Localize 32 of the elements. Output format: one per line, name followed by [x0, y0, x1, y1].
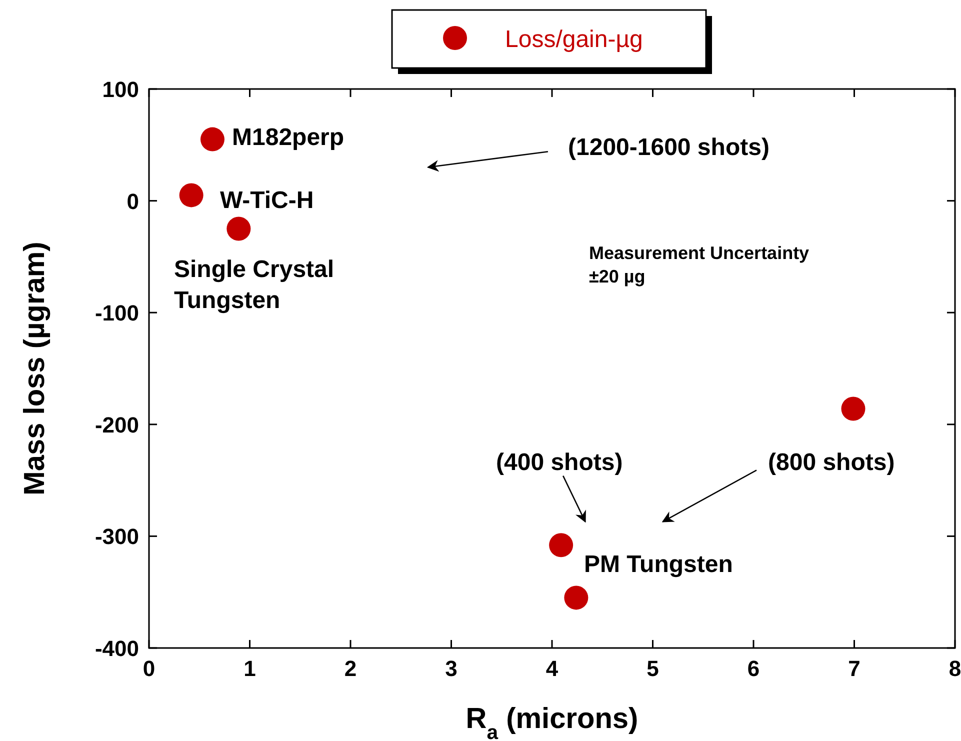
annotation: Single Crystal Tungsten — [174, 256, 334, 314]
point — [179, 183, 204, 208]
point — [841, 396, 866, 421]
y-tick-label: -400 — [94, 636, 139, 661]
annotation: (1200-1600 shots) — [568, 134, 770, 161]
x-tick-label: 7 — [848, 656, 860, 681]
y-axis-title: Mass loss (µgram) — [19, 242, 51, 496]
x-tick-label: 0 — [142, 656, 156, 681]
point — [549, 533, 574, 558]
annotation: (800 shots) — [768, 449, 895, 476]
point — [564, 586, 588, 610]
annotation: (400 shots) — [496, 449, 623, 476]
x-tick-label: 6 — [747, 656, 760, 681]
y-tick-label: 100 — [102, 77, 139, 102]
annotation: M182perp — [232, 124, 344, 151]
x-tick-label: 8 — [948, 656, 961, 681]
point — [226, 216, 251, 241]
x-tick-label: 2 — [344, 656, 357, 681]
x-tick-label: 3 — [445, 656, 458, 681]
y-tick-label: 0 — [126, 188, 139, 214]
legend-label: Loss/gain-µg — [505, 26, 643, 53]
point — [200, 127, 224, 152]
x-tick-label: 1 — [244, 656, 256, 681]
annotation: Measurement Uncertainty ±20 µg — [589, 243, 810, 286]
y-tick-label: -100 — [94, 300, 139, 326]
annotation: W-TiC-H — [220, 187, 314, 214]
y-tick-label: -300 — [94, 524, 139, 550]
x-axis-title: R$_{a}$ (microns) — [466, 703, 638, 741]
annotation: PM Tungsten — [584, 551, 733, 578]
x-tick-label: 4 — [546, 656, 559, 681]
x-tick-label: 5 — [646, 656, 659, 681]
y-tick-label: -200 — [94, 412, 139, 438]
